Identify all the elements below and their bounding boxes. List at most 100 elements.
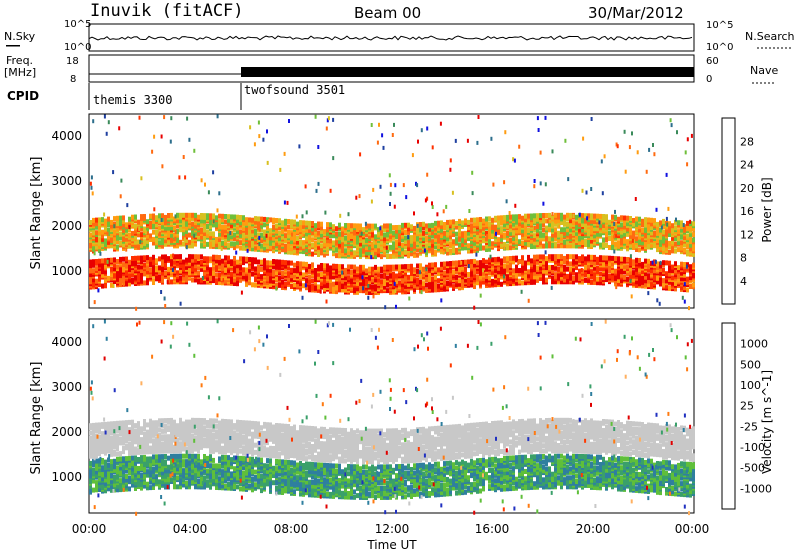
heatmap-cell xyxy=(467,277,470,283)
heatmap-cell xyxy=(434,249,437,255)
heatmap-cell xyxy=(323,229,326,235)
heatmap-cell xyxy=(110,219,113,225)
heatmap-cell xyxy=(302,240,305,246)
heatmap-cell xyxy=(629,278,632,283)
heatmap-cell xyxy=(616,144,619,149)
heatmap-cell xyxy=(185,245,188,250)
heatmap-cell xyxy=(425,275,428,281)
heatmap-cell xyxy=(299,227,302,233)
heatmap-cell xyxy=(233,241,236,247)
heatmap-cell xyxy=(146,265,149,271)
heatmap-cell xyxy=(332,288,335,294)
heatmap-cell xyxy=(89,232,92,238)
heatmap-cell xyxy=(419,263,422,269)
heatmap-cell xyxy=(425,243,428,249)
heatmap-cell xyxy=(134,255,137,261)
heatmap-cell xyxy=(251,246,254,252)
heatmap-cell xyxy=(170,236,173,242)
heatmap-cell xyxy=(446,261,449,267)
heatmap-cell xyxy=(120,178,123,183)
heatmap-cell xyxy=(350,264,353,270)
heatmap-cell xyxy=(317,284,320,290)
heatmap-cell xyxy=(575,214,578,220)
heatmap-cell xyxy=(560,272,563,278)
heatmap-cell xyxy=(669,118,672,123)
heatmap-cell xyxy=(325,126,328,131)
heatmap-cell xyxy=(451,226,454,231)
heatmap-cell xyxy=(194,257,197,263)
heatmap-cell xyxy=(391,133,394,137)
heatmap-cell xyxy=(548,265,551,270)
heatmap-cell xyxy=(401,222,404,228)
heatmap-cell xyxy=(629,273,632,279)
heatmap-cell xyxy=(248,242,251,248)
heatmap-cell xyxy=(258,134,261,139)
heatmap-cell xyxy=(467,272,470,277)
heatmap-cell xyxy=(416,268,419,274)
heatmap-cell xyxy=(563,259,566,265)
heatmap-cell xyxy=(512,273,515,279)
heatmap-cell xyxy=(614,214,617,220)
heatmap-cell xyxy=(182,275,185,281)
heatmap-cell xyxy=(410,224,413,230)
heatmap-cell xyxy=(89,272,92,278)
heatmap-cell xyxy=(116,215,119,221)
heatmap-cell xyxy=(473,258,476,264)
heatmap-cell xyxy=(440,261,443,267)
heatmap-cell xyxy=(266,224,269,230)
heatmap-cell xyxy=(236,214,239,220)
heatmap-cell xyxy=(503,270,506,276)
heatmap-cell xyxy=(560,212,563,218)
heatmap-cell xyxy=(230,214,233,220)
heatmap-cell xyxy=(551,265,554,270)
heatmap-cell xyxy=(506,243,509,249)
heatmap-cell xyxy=(492,182,495,187)
heatmap-cell xyxy=(572,275,575,281)
heatmap-cell xyxy=(422,284,425,290)
heatmap-cell xyxy=(395,239,398,245)
heatmap-cell xyxy=(658,301,661,306)
heatmap-cell xyxy=(590,279,593,285)
heatmap-cell xyxy=(392,282,395,288)
heatmap-cell xyxy=(578,256,581,262)
heatmap-cell xyxy=(236,239,239,245)
heatmap-cell xyxy=(659,260,662,265)
heatmap-cell xyxy=(466,138,469,143)
heatmap-cell xyxy=(206,256,209,262)
heatmap-cell xyxy=(113,235,116,241)
heatmap-cell xyxy=(442,250,445,255)
heatmap-cell xyxy=(500,258,503,264)
heatmap-cell xyxy=(206,213,209,219)
heatmap-cell xyxy=(293,282,296,288)
heatmap-cell xyxy=(608,255,611,261)
heatmap-cell xyxy=(653,259,656,265)
heatmap-cell xyxy=(350,277,353,283)
heatmap-cell xyxy=(206,241,209,247)
heatmap-cell xyxy=(107,275,110,281)
heatmap-cell xyxy=(167,256,170,262)
heatmap-cell xyxy=(220,246,223,251)
heatmap-cell xyxy=(257,216,260,222)
heatmap-cell xyxy=(420,290,423,295)
heatmap-cell xyxy=(191,257,194,263)
heatmap-cell xyxy=(464,218,467,224)
heatmap-cell xyxy=(550,285,553,290)
heatmap-cell xyxy=(239,270,242,276)
heatmap-cell xyxy=(320,263,323,268)
heatmap-cell xyxy=(605,214,608,220)
heatmap-cell xyxy=(128,265,131,271)
heatmap-cell xyxy=(188,257,191,263)
heatmap-cell xyxy=(572,254,575,260)
heatmap-cell xyxy=(653,152,656,157)
heatmap-cell xyxy=(494,224,497,230)
heatmap-cell xyxy=(95,221,98,227)
heatmap-cell xyxy=(262,137,265,142)
heatmap-cell xyxy=(380,254,383,260)
heatmap-cell xyxy=(239,232,242,238)
heatmap-cell xyxy=(506,214,509,220)
heatmap-cell xyxy=(344,223,347,228)
heatmap-cell xyxy=(257,279,260,285)
heatmap-cell xyxy=(272,278,275,284)
heatmap-cell xyxy=(659,220,662,226)
heatmap-cell xyxy=(183,237,186,242)
